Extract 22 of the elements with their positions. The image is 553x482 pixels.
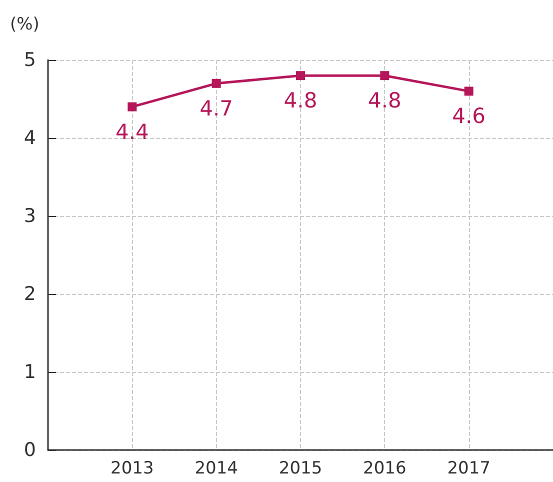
point: [128, 102, 137, 112]
data-label: 4.6: [452, 104, 486, 128]
x-tick-label: 2016: [363, 458, 406, 478]
x-tick-label: 2017: [447, 458, 490, 478]
point: [380, 71, 390, 80]
y-tick-label: 0: [24, 439, 36, 461]
x-tick-label: 2013: [110, 458, 154, 478]
data-label: 4.7: [200, 96, 234, 120]
data-label: 4.8: [368, 88, 402, 113]
data-label: 4.8: [284, 88, 318, 113]
y-tick-label: 4: [24, 127, 36, 149]
y-tick-label: 2: [24, 283, 36, 305]
y-axis-title: (%): [10, 14, 40, 34]
x-tick-label: 2014: [194, 458, 238, 478]
point: [464, 86, 474, 96]
y-tick-label: 1: [24, 361, 36, 383]
y-tick-label: 5: [24, 49, 36, 71]
point: [296, 71, 305, 80]
point: [212, 78, 221, 88]
y-tick-label: 3: [24, 205, 36, 227]
x-tick-label: 2015: [278, 458, 322, 478]
data-label: 4.4: [115, 120, 149, 144]
